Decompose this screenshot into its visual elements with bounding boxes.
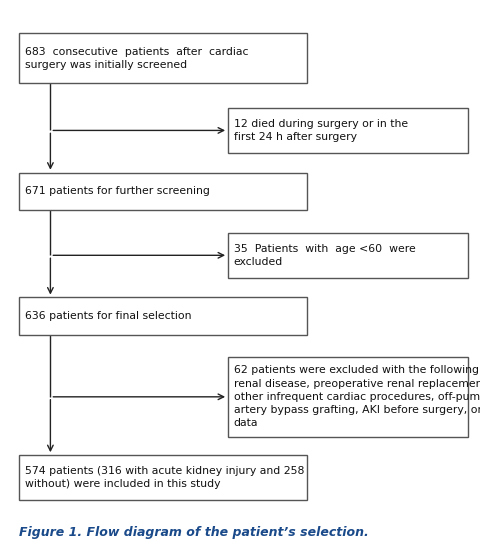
FancyBboxPatch shape	[19, 297, 307, 335]
Text: 636 patients for final selection: 636 patients for final selection	[25, 311, 192, 321]
Text: 671 patients for further screening: 671 patients for further screening	[25, 186, 210, 196]
Text: 12 died during surgery or in the
first 24 h after surgery: 12 died during surgery or in the first 2…	[234, 119, 408, 142]
FancyBboxPatch shape	[228, 233, 468, 278]
Text: 35  Patients  with  age <60  were
excluded: 35 Patients with age <60 were excluded	[234, 244, 416, 267]
Text: 62 patients were excluded with the following: end-stage
renal disease, preoperat: 62 patients were excluded with the follo…	[234, 365, 480, 428]
FancyBboxPatch shape	[228, 108, 468, 153]
Text: Figure 1. Flow diagram of the patient’s selection.: Figure 1. Flow diagram of the patient’s …	[19, 526, 369, 539]
FancyBboxPatch shape	[19, 173, 307, 210]
Text: 574 patients (316 with acute kidney injury and 258
without) were included in thi: 574 patients (316 with acute kidney inju…	[25, 466, 304, 489]
FancyBboxPatch shape	[228, 357, 468, 437]
FancyBboxPatch shape	[19, 33, 307, 83]
Text: 683  consecutive  patients  after  cardiac
surgery was initially screened: 683 consecutive patients after cardiac s…	[25, 47, 249, 70]
FancyBboxPatch shape	[19, 455, 307, 500]
